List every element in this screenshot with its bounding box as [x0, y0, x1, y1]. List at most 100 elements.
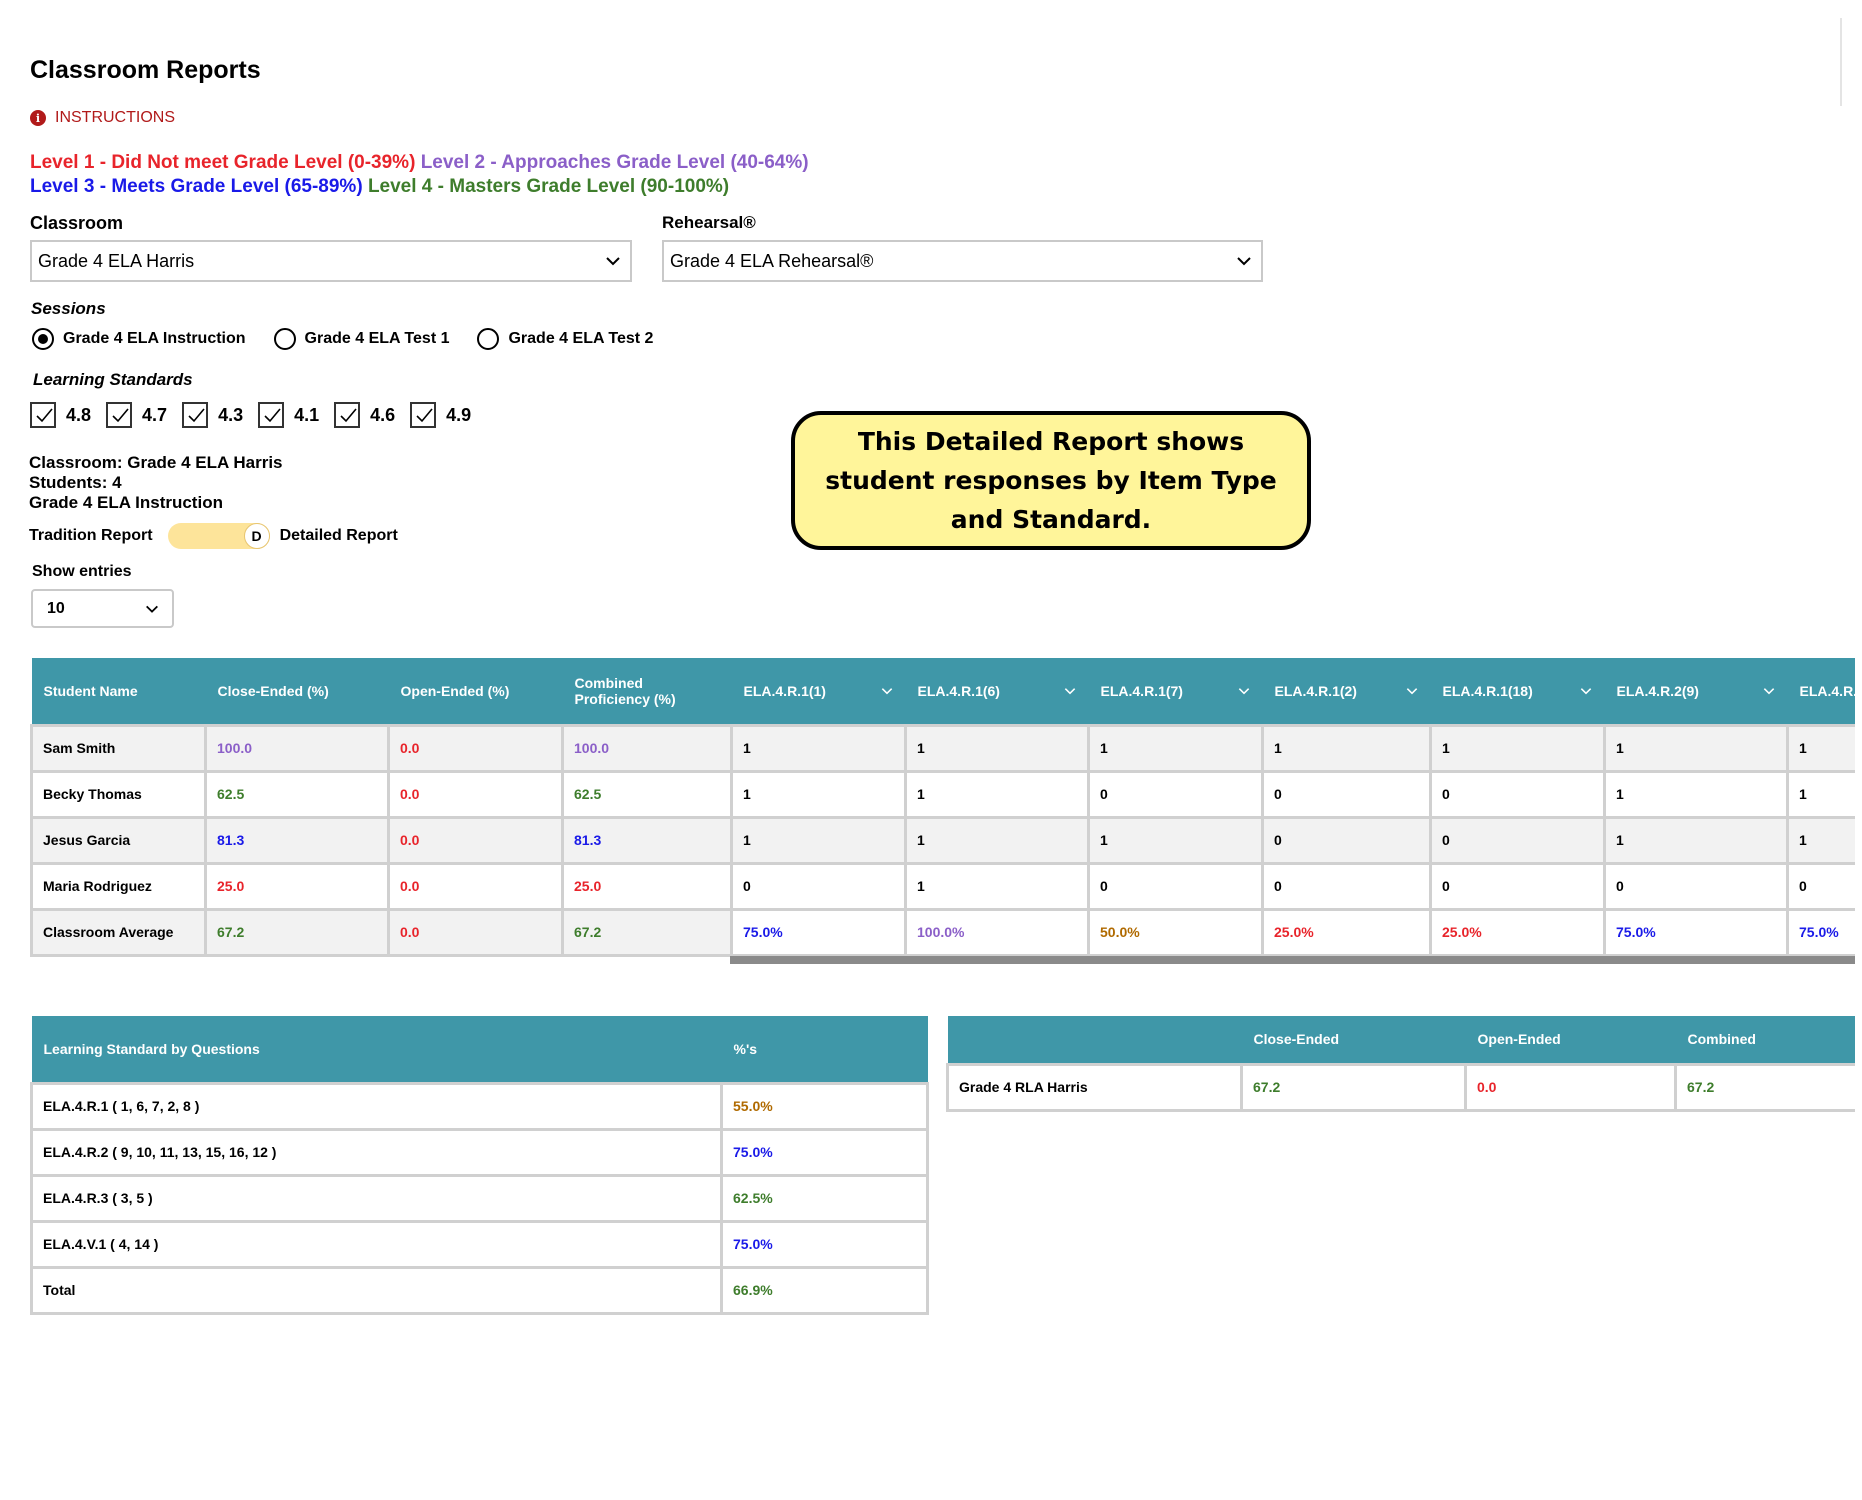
table-header-row: Learning Standard by Questions %'s: [31, 1016, 928, 1083]
session-radio-test-2[interactable]: Grade 4 ELA Test 2: [477, 328, 653, 350]
item-score-cell: 1: [904, 769, 1090, 819]
col-header-combined[interactable]: Combined: [1675, 1016, 1855, 1064]
item-score-cell: 0: [1087, 861, 1264, 911]
item-score-cell: 1: [730, 723, 907, 773]
col-header-item[interactable]: ELA.4.R.1(18): [1430, 658, 1605, 725]
radio-unselected-icon[interactable]: [477, 328, 500, 350]
table-header-row: Close-Ended Open-Ended Combined: [947, 1016, 1855, 1064]
checkbox[interactable]: [258, 402, 285, 428]
col-header-combined[interactable]: Combined Proficiency (%): [562, 658, 732, 725]
col-header-open-ended[interactable]: Open-Ended (%): [388, 658, 563, 725]
chevron-down-icon: [606, 257, 620, 266]
col-header-student-name[interactable]: Student Name: [31, 658, 206, 725]
col-header-item[interactable]: ELA.4.R.2(10): [1787, 658, 1855, 725]
page-title: Classroom Reports: [30, 56, 261, 84]
rehearsal-select[interactable]: Grade 4 ELA Rehearsal®: [662, 240, 1263, 282]
chevron-down-icon[interactable]: [1579, 684, 1593, 698]
standard-label: 4.6: [370, 404, 396, 425]
radio-unselected-icon[interactable]: [273, 328, 296, 350]
table-row: Total 66.9%: [30, 1265, 929, 1315]
checkbox[interactable]: [410, 402, 437, 428]
col-header-close-ended[interactable]: Close-Ended (%): [205, 658, 389, 725]
checkmark-icon: [264, 408, 281, 423]
close-ended-cell: 62.5: [204, 769, 390, 819]
col-header-item[interactable]: ELA.4.R.1(1): [731, 658, 906, 725]
average-label-cell: Classroom Average: [30, 907, 207, 957]
table-horizontal-scrollbar[interactable]: [730, 956, 1855, 964]
student-report-table: Student Name Close-Ended (%) Open-Ended …: [30, 658, 1855, 957]
open-ended-cell: 0.0: [387, 815, 564, 865]
standard-checkbox-4-7[interactable]: 4.7: [106, 402, 167, 428]
col-header-item[interactable]: ELA.4.R.2(9): [1604, 658, 1788, 725]
checkmark-icon: [340, 408, 357, 423]
item-score-cell: 1: [904, 815, 1090, 865]
standard-label: 4.1: [294, 404, 320, 425]
chevron-down-icon[interactable]: [1405, 684, 1419, 698]
col-header-label: ELA.4.R.1(2): [1274, 682, 1357, 699]
standard-cell: ELA.4.R.3 ( 3, 5 ): [30, 1173, 723, 1223]
standard-checkbox-4-1[interactable]: 4.1: [258, 402, 319, 428]
table-row: Jesus Garcia 81.3 0.0 81.3 1 1 1 0 0 1 1: [30, 815, 1855, 865]
close-ended-cell: 100.0: [204, 723, 390, 773]
session-option-label: Grade 4 ELA Test 2: [508, 330, 654, 347]
standard-checkbox-4-6[interactable]: 4.6: [334, 402, 395, 428]
standard-cell: ELA.4.R.1 ( 1, 6, 7, 2, 8 ): [30, 1081, 723, 1131]
col-header-item[interactable]: ELA.4.R.1(7): [1088, 658, 1263, 725]
chevron-down-icon[interactable]: [1063, 684, 1077, 698]
chevron-down-icon[interactable]: [1237, 684, 1251, 698]
chevron-down-icon[interactable]: [1762, 684, 1776, 698]
checkbox[interactable]: [334, 402, 361, 428]
table-row: ELA.4.R.1 ( 1, 6, 7, 2, 8 ) 55.0%: [30, 1081, 929, 1131]
percent-cell: 75.0%: [720, 1127, 929, 1177]
item-score-cell: 0: [1261, 769, 1432, 819]
open-ended-cell: 0.0: [1464, 1062, 1677, 1112]
summary-students: Students: 4: [29, 473, 122, 492]
close-ended-cell: 67.2: [1240, 1062, 1467, 1112]
checkbox[interactable]: [182, 402, 209, 428]
col-header-item[interactable]: ELA.4.R.1(2): [1262, 658, 1431, 725]
standard-checkbox-4-9[interactable]: 4.9: [410, 402, 471, 428]
item-score-cell: 1: [904, 861, 1090, 911]
percent-cell: 66.9%: [720, 1265, 929, 1315]
learning-standard-table: Learning Standard by Questions %'s ELA.4…: [30, 1016, 929, 1315]
sessions-label: Sessions: [31, 299, 106, 318]
toggle-knob[interactable]: D: [243, 523, 270, 549]
item-score-cell: 1: [1603, 815, 1789, 865]
chevron-down-icon: [146, 605, 158, 613]
checkmark-icon: [112, 408, 129, 423]
level-1-label: Level 1 - Did Not meet Grade Level (0-39…: [30, 152, 416, 173]
standard-label: 4.3: [218, 404, 244, 425]
page-scrollbar[interactable]: [1840, 18, 1842, 106]
classroom-label: Classroom: [30, 213, 124, 233]
combined-cell: 67.2: [561, 907, 733, 957]
radio-selected-icon[interactable]: [32, 328, 54, 350]
detailed-report-label: Detailed Report: [279, 527, 398, 544]
level-3-label: Level 3 - Meets Grade Level (65-89%): [30, 176, 363, 197]
col-header-close-ended[interactable]: Close-Ended: [1241, 1016, 1466, 1064]
instructions-link[interactable]: i INSTRUCTIONS: [30, 109, 175, 127]
standard-cell: Total: [30, 1265, 723, 1315]
checkbox[interactable]: [30, 402, 56, 428]
standard-checkbox-4-8[interactable]: 4.8: [30, 402, 91, 428]
report-type-toggle[interactable]: D: [167, 523, 270, 549]
table-row: ELA.4.V.1 ( 4, 14 ) 75.0%: [30, 1219, 929, 1269]
classroom-selected-value: Grade 4 ELA Harris: [38, 250, 195, 271]
show-entries-label: Show entries: [32, 563, 132, 580]
col-header-standard[interactable]: Learning Standard by Questions: [31, 1016, 722, 1083]
show-entries-select[interactable]: 10: [31, 589, 174, 628]
standard-checkbox-4-3[interactable]: 4.3: [182, 402, 243, 428]
instructions-label: INSTRUCTIONS: [55, 109, 175, 126]
col-header-item[interactable]: ELA.4.R.1(6): [905, 658, 1089, 725]
session-radio-test-1[interactable]: Grade 4 ELA Test 1: [273, 328, 449, 350]
classroom-select[interactable]: Grade 4 ELA Harris: [30, 240, 632, 282]
standard-cell: ELA.4.V.1 ( 4, 14 ): [30, 1219, 723, 1269]
callout-text: This Detailed Report shows student respo…: [825, 427, 1277, 534]
checkbox[interactable]: [106, 402, 133, 428]
chevron-down-icon[interactable]: [880, 684, 894, 698]
col-header-open-ended[interactable]: Open-Ended: [1465, 1016, 1676, 1064]
percent-cell: 62.5%: [720, 1173, 929, 1223]
item-score-cell: 0: [1429, 815, 1606, 865]
col-header-percent[interactable]: %'s: [721, 1016, 928, 1083]
session-radio-instruction[interactable]: Grade 4 ELA Instruction: [32, 328, 246, 350]
col-header-classroom: [947, 1016, 1242, 1064]
